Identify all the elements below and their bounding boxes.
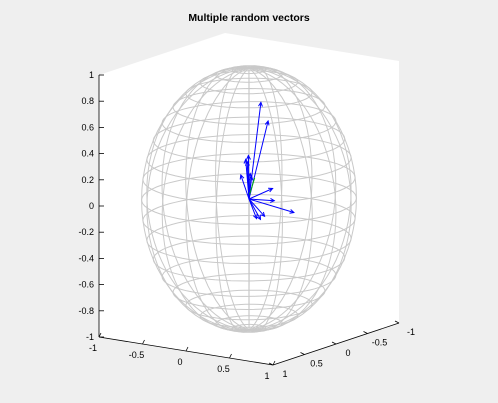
z-tick-label: -0.6: [78, 280, 94, 290]
z-tick-label: 0.6: [81, 122, 94, 132]
y-tick-label: -1: [407, 327, 415, 337]
y-tick-label: 0.5: [310, 359, 323, 369]
z-tick-label: 0.4: [81, 149, 94, 159]
y-tick-label: 0: [345, 348, 350, 358]
z-tick-label: 0: [89, 201, 94, 211]
x-tick-label: -0.5: [129, 350, 145, 360]
x-tick-label: 0: [177, 357, 182, 367]
z-tick-label: -0.4: [78, 253, 94, 263]
x-tick-label: 0.5: [217, 364, 230, 374]
z-tick-label: -0.8: [78, 306, 94, 316]
z-tick-label: -1: [86, 332, 94, 342]
y-tick-label: 1: [282, 369, 287, 379]
z-tick-label: 0.8: [81, 96, 94, 106]
z-tick-label: -0.2: [78, 227, 94, 237]
x-tick-label: -1: [89, 343, 97, 353]
y-tick-label: -0.5: [372, 338, 388, 348]
x-tick-label: 1: [264, 371, 269, 381]
z-tick-label: 0.2: [81, 175, 94, 185]
chart-title: Multiple random vectors: [188, 12, 310, 24]
z-tick-label: 1: [89, 70, 94, 80]
